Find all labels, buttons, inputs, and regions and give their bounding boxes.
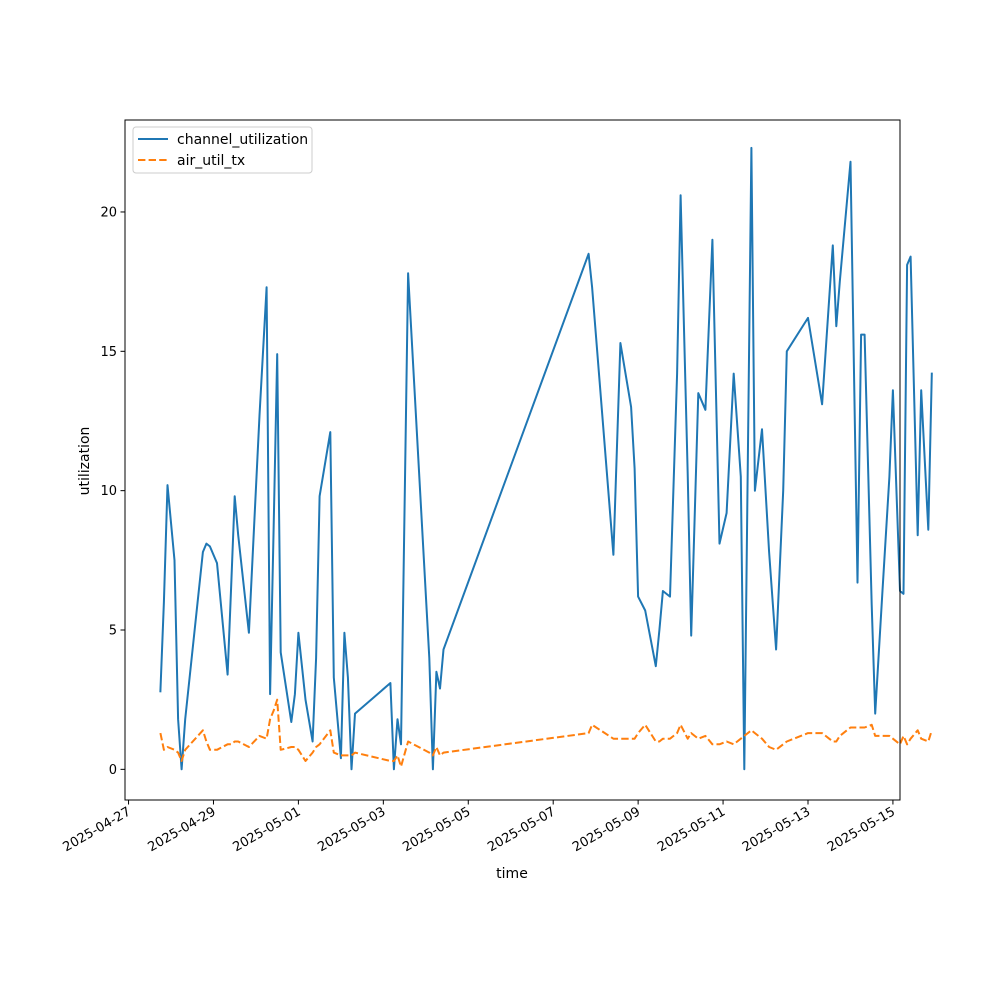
series-layer — [159, 146, 933, 771]
y-tick-label: 5 — [109, 624, 117, 639]
y-tick-label: 10 — [100, 484, 117, 499]
y-tick-label: 20 — [100, 205, 117, 220]
y-tick-label: 15 — [100, 345, 117, 360]
legend-label-channel-utilization: channel_utilization — [177, 132, 308, 148]
x-axis-label: time — [496, 866, 528, 882]
y-tick-label: 0 — [109, 763, 117, 778]
y-axis-label: utilization — [77, 427, 93, 496]
plot-frame — [124, 119, 901, 801]
legend: channel_utilization air_util_tx — [132, 126, 313, 174]
y-axis: 0 5 10 15 20 — [100, 205, 125, 778]
legend-box — [132, 126, 313, 174]
series-line-channel-utilization — [159, 146, 933, 771]
legend-label-air-util-tx: air_util_tx — [177, 153, 245, 169]
series-line-air-util-tx — [159, 698, 933, 768]
